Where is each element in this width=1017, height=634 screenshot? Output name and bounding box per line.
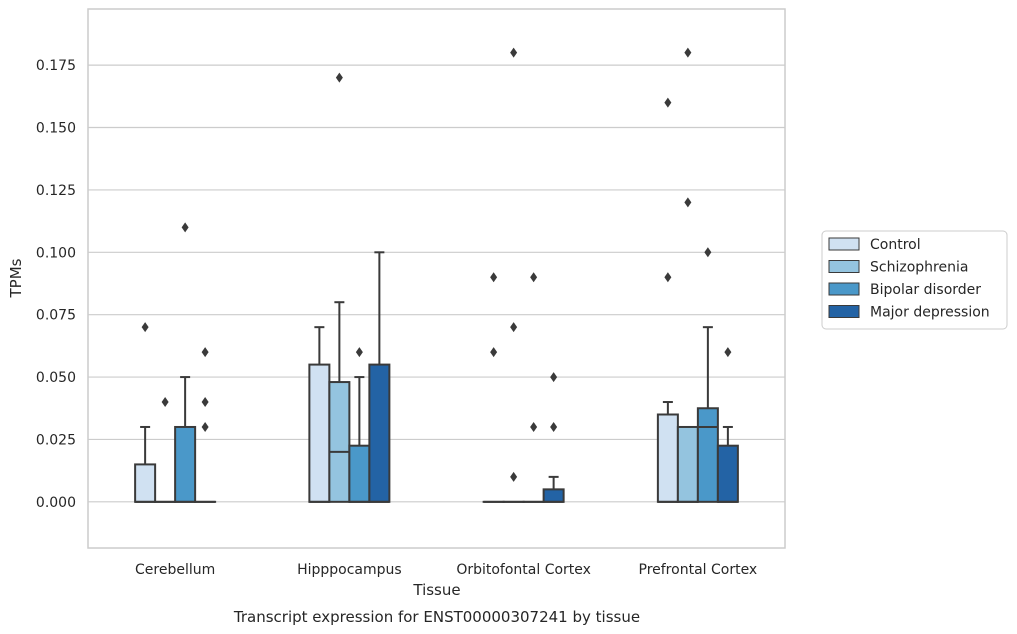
x-tick-label: Cerebellum: [135, 562, 215, 578]
box-major-depression: [542, 372, 565, 503]
outlier-point: [510, 471, 518, 482]
outlier-point: [550, 421, 558, 432]
y-axis-label: TPMs: [7, 258, 25, 298]
box-rect: [542, 488, 565, 503]
outlier-point: [355, 347, 363, 358]
box-bipolar-disorder: [696, 247, 719, 503]
y-tick-label: 0.175: [36, 58, 76, 74]
box-rect: [676, 425, 699, 503]
outlier-point: [684, 197, 692, 208]
y-tick-label: 0.100: [36, 245, 76, 261]
outlier-point: [510, 322, 518, 333]
box-control: [308, 326, 331, 503]
legend-label: Control: [870, 237, 921, 253]
x-axis-label: Tissue: [412, 581, 460, 599]
outlier-point: [724, 347, 732, 358]
outlier-point: [201, 397, 209, 408]
legend-swatch: [828, 260, 860, 273]
box-rect: [328, 381, 351, 503]
legend-label: Bipolar disorder: [870, 282, 981, 298]
outlier-point: [490, 272, 498, 283]
box-rect: [174, 425, 197, 503]
outlier-point: [181, 222, 189, 233]
box-rect: [696, 407, 719, 503]
box-schizophrenia: [502, 47, 525, 503]
outlier-point: [141, 322, 149, 333]
box-bipolar-disorder: [348, 347, 371, 503]
y-tick-label: 0.150: [36, 121, 76, 137]
outlier-point: [161, 397, 169, 408]
box-rect: [656, 413, 679, 503]
outlier-point: [490, 347, 498, 358]
x-tick-label: Hipppocampus: [297, 562, 402, 578]
box-control: [134, 322, 157, 503]
legend-label: Major depression: [870, 305, 990, 321]
outlier-point: [530, 272, 538, 283]
legend-label: Schizophrenia: [870, 260, 968, 276]
box-major-depression: [194, 347, 217, 503]
x-tick-label: Orbitofontal Cortex: [456, 562, 591, 578]
y-tick-label: 0.050: [36, 370, 76, 386]
box-rect: [134, 463, 157, 503]
box-bipolar-disorder: [522, 272, 545, 503]
y-tick-label: 0.075: [36, 308, 76, 324]
x-axis-ticks: Cerebellum Hipppocampus Orbitofontal Corte…: [135, 562, 757, 578]
legend-swatch: [828, 237, 860, 251]
box-rect: [716, 444, 739, 503]
box-schizophrenia: [328, 72, 351, 503]
y-axis-ticks: 0.000 0.025 0.050 0.075 0.100 0.125 0.150 0.175: [36, 58, 76, 511]
box-control: [482, 272, 505, 503]
outlier-point: [201, 347, 209, 358]
plot-frame: [87, 8, 786, 549]
boxes-layer: [134, 47, 739, 503]
box-major-depression: [716, 347, 739, 503]
legend-swatch: [828, 305, 860, 318]
outlier-point: [684, 47, 692, 58]
legend: Control Schizophrenia Bipolar disorder Majo…: [821, 230, 1008, 330]
outlier-point: [510, 47, 518, 58]
legend-swatch: [828, 282, 860, 296]
box-schizophrenia: [676, 47, 699, 503]
outlier-point: [335, 72, 343, 83]
box-rect: [368, 363, 391, 503]
outlier-point: [550, 372, 558, 383]
legend-frame: [821, 230, 1008, 330]
grid-lines: [88, 64, 785, 503]
box-bipolar-disorder: [174, 222, 197, 503]
y-tick-label: 0.025: [36, 432, 76, 448]
chart-caption: Transcript expression for ENST0000030724…: [233, 608, 640, 626]
outlier-point: [664, 97, 672, 108]
box-schizophrenia: [154, 397, 177, 503]
outlier-point: [704, 247, 712, 258]
outlier-point: [530, 421, 538, 432]
x-tick-label: Prefrontal Cortex: [639, 562, 758, 578]
box-major-depression: [368, 251, 391, 503]
box-rect: [308, 363, 331, 503]
outlier-point: [664, 272, 672, 283]
box-rect: [348, 444, 371, 503]
y-tick-label: 0.000: [36, 495, 76, 511]
box-control: [656, 97, 679, 503]
outlier-point: [201, 421, 209, 432]
y-tick-label: 0.125: [36, 183, 76, 199]
